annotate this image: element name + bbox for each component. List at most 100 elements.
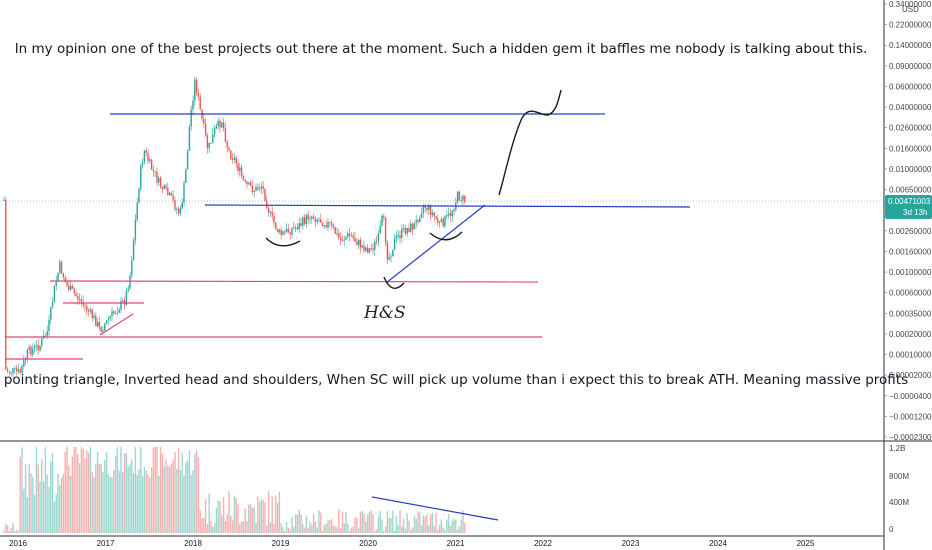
trendline-2017[interactable]	[99, 313, 134, 336]
volume-bar	[113, 469, 115, 533]
candle-body	[395, 235, 398, 239]
candle-body	[197, 93, 200, 98]
volume-bar	[444, 529, 446, 533]
candle-body	[48, 319, 50, 332]
candle-body	[462, 195, 464, 201]
candle-body	[410, 223, 412, 233]
volume-bar	[141, 476, 144, 533]
volume-bar	[348, 530, 351, 533]
volume-bar	[24, 463, 27, 533]
volume-bar	[68, 465, 70, 533]
candle-body	[357, 239, 360, 246]
volume-bar	[44, 447, 47, 533]
candle-body	[307, 215, 309, 220]
candle-body	[192, 100, 194, 110]
volume-bar	[55, 494, 57, 533]
candle-body	[64, 277, 66, 283]
time-tick-label: 2016	[9, 539, 27, 548]
candle-body	[365, 247, 367, 251]
candle-body	[383, 215, 385, 218]
candle-body	[453, 209, 455, 211]
volume-bar	[222, 497, 225, 533]
volume-bar	[6, 525, 9, 533]
candle-body	[35, 344, 38, 346]
volume-bar	[10, 528, 12, 533]
volume-bar	[114, 456, 117, 533]
volume-bar	[212, 527, 214, 533]
candle-body	[446, 215, 448, 217]
neckline[interactable]	[204, 204, 691, 208]
volume-bar	[32, 476, 34, 533]
volume-bar	[273, 524, 275, 533]
left-shoulder-curve	[265, 237, 301, 247]
volume-pane[interactable]	[0, 442, 884, 534]
candle-body	[332, 224, 335, 228]
candle-body	[30, 346, 32, 355]
candle-body	[111, 311, 113, 317]
price-tick-label: 0.00060000	[889, 289, 932, 298]
candle-body	[161, 187, 164, 189]
volume-bar	[239, 523, 241, 533]
candle-body	[402, 227, 405, 230]
candle-body	[406, 228, 408, 234]
candle-body	[105, 320, 108, 324]
volume-bar	[105, 452, 108, 533]
price-tick-label: −0.00023000	[889, 433, 932, 442]
volume-bar	[366, 514, 369, 533]
volume-bar	[249, 503, 252, 533]
volume-bar	[89, 447, 92, 533]
candle-body	[156, 172, 158, 183]
volume-bar	[255, 523, 257, 533]
candle-body	[176, 208, 178, 210]
candle-body	[375, 241, 378, 243]
volume-bar	[64, 451, 66, 533]
volume-bar	[419, 512, 421, 533]
candle-body	[303, 217, 306, 225]
candle-body	[194, 79, 196, 101]
candle-body	[404, 227, 407, 234]
volume-bar	[15, 530, 18, 533]
candle-body	[210, 142, 212, 144]
support-line-1[interactable]	[49, 280, 539, 283]
candle-body	[226, 141, 228, 148]
volume-bar	[287, 527, 290, 533]
candle-body	[165, 185, 167, 189]
price-badge	[885, 195, 932, 219]
candle-body	[33, 345, 36, 349]
volume-trendline[interactable]	[371, 496, 499, 521]
time-axis[interactable]: 2016 2017 2018 2019 2020 2021 2022 2023 2024 2025	[9, 539, 815, 548]
price-badge-countdown: 3d 13h	[903, 208, 927, 217]
candle-body	[381, 215, 383, 226]
volume-bar	[343, 523, 345, 533]
volume-bar	[298, 509, 300, 533]
candle-body	[51, 302, 54, 308]
price-axis[interactable]: 0.34000000 0.22000000 0.14000000 0.09000000…	[884, 0, 932, 442]
volume-axis[interactable]: 1.2B 800M 400M 0	[889, 444, 909, 534]
price-tick-label: 0.01600000	[889, 144, 932, 153]
volume-bar	[280, 523, 282, 533]
candle-body	[174, 200, 176, 210]
candle-body	[228, 147, 230, 151]
volume-bar	[302, 523, 304, 533]
volume-bar	[350, 527, 353, 533]
volume-bar	[100, 463, 102, 533]
ascending-trendline[interactable]	[385, 204, 486, 284]
candle-body	[253, 190, 255, 193]
volume-bar	[438, 524, 441, 533]
volume-bar	[57, 473, 59, 533]
candle-body	[181, 202, 183, 209]
candle-body	[219, 120, 221, 128]
price-tick-label: 0.09000000	[889, 62, 932, 71]
candle-body	[456, 191, 459, 203]
volume-bar	[422, 515, 425, 533]
volume-bar	[260, 499, 263, 533]
volume-bar	[402, 518, 405, 533]
price-badge-value: 0.00471003	[888, 197, 931, 206]
candle-body	[116, 312, 119, 314]
volume-bar	[186, 460, 189, 533]
candle-body	[158, 177, 160, 183]
candle-body	[372, 248, 374, 250]
candle-body	[15, 368, 18, 372]
volume-bar	[339, 528, 342, 533]
